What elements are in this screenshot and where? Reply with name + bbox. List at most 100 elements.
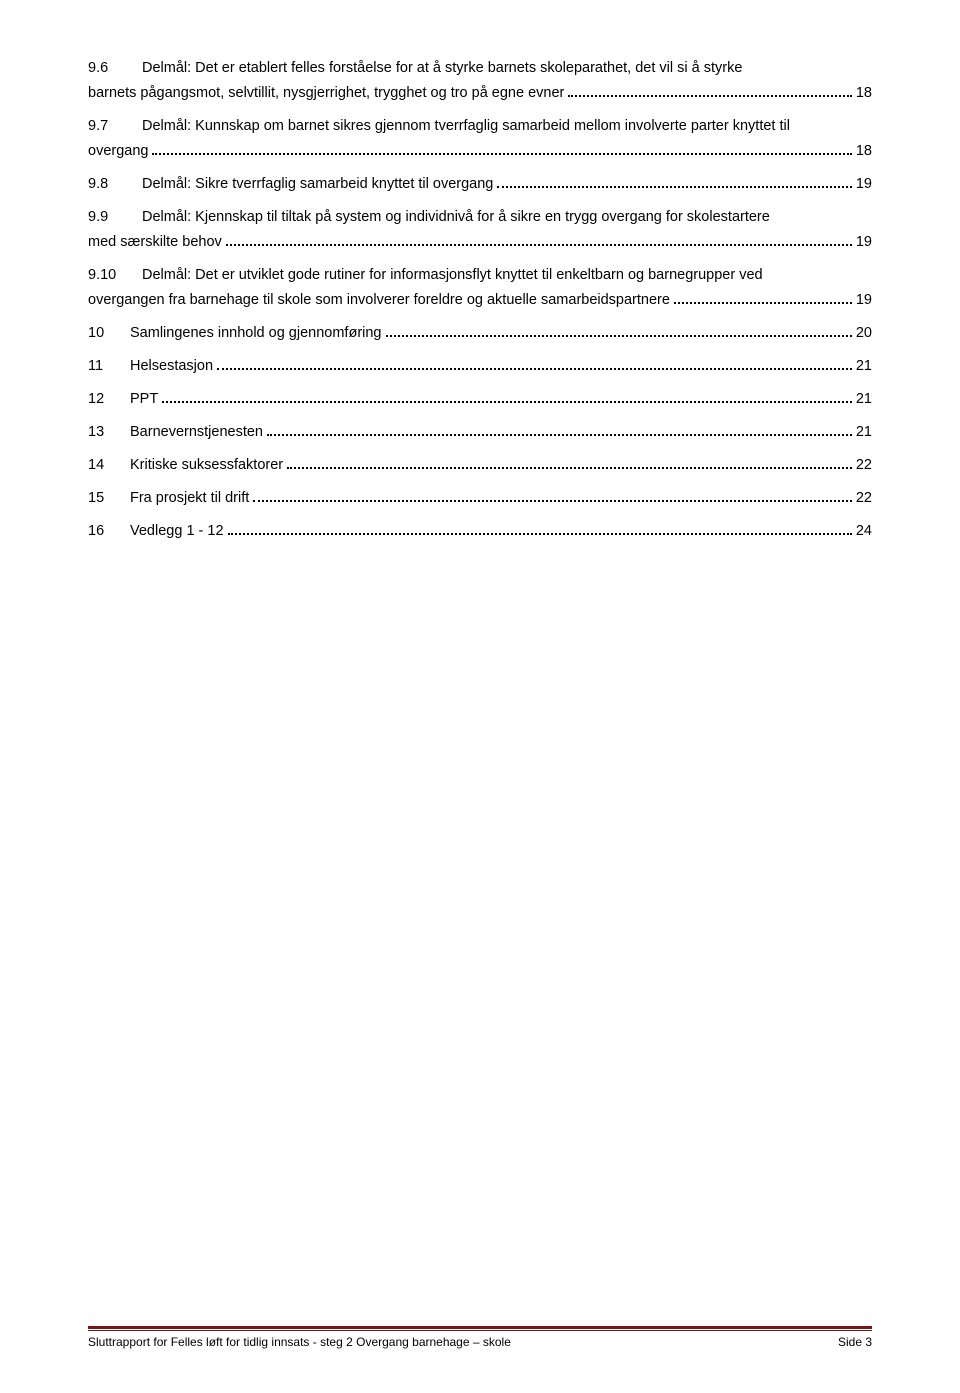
toc-number: 14 xyxy=(88,455,130,476)
toc-leader-dots xyxy=(152,153,851,155)
toc-leader-dots xyxy=(386,335,852,337)
toc-text: Delmål: Det er utviklet gode rutiner for… xyxy=(142,265,763,286)
toc-entry: 15Fra prosjekt til drift 22 xyxy=(88,488,872,509)
toc-page-number: 21 xyxy=(856,422,872,443)
toc-entry: 10Samlingenes innhold og gjennomføring 20 xyxy=(88,323,872,344)
toc-entry: 9.9Delmål: Kjennskap til tiltak på syste… xyxy=(88,207,872,228)
toc-page-number: 24 xyxy=(856,521,872,542)
footer-rule-thick: Sluttrapport for Felles løft for tidlig … xyxy=(88,1326,872,1349)
toc-page-number: 19 xyxy=(856,174,872,195)
footer-rule-thin: Sluttrapport for Felles løft for tidlig … xyxy=(88,1330,872,1349)
toc-number: 9.8 xyxy=(88,174,142,195)
toc-page-number: 21 xyxy=(856,356,872,377)
toc-text-block: Kritiske suksessfaktorer 22 xyxy=(130,455,872,476)
toc-entry: 9.8Delmål: Sikre tverrfaglig samarbeid k… xyxy=(88,174,872,195)
toc-text-line: Delmål: Kunnskap om barnet sikres gjenno… xyxy=(142,116,872,137)
toc-page-number: 22 xyxy=(856,488,872,509)
toc-text-block: Fra prosjekt til drift 22 xyxy=(130,488,872,509)
toc-text: Delmål: Det er etablert felles forståels… xyxy=(142,58,742,79)
toc-leader-dots xyxy=(674,302,852,304)
toc-entry-continuation: med særskilte behov 19 xyxy=(88,232,872,253)
toc-text-line: Delmål: Det er utviklet gode rutiner for… xyxy=(142,265,872,286)
toc-text: overgangen fra barnehage til skole som i… xyxy=(88,290,670,311)
toc-leader-dots xyxy=(228,533,852,535)
toc-number: 11 xyxy=(88,356,130,377)
toc-entry: 11Helsestasjon 21 xyxy=(88,356,872,377)
toc-last-line: Samlingenes innhold og gjennomføring 20 xyxy=(130,323,872,344)
toc-entry-continuation: barnets pågangsmot, selvtillit, nysgjerr… xyxy=(88,83,872,104)
toc-number: 15 xyxy=(88,488,130,509)
toc-last-line: overgang 18 xyxy=(88,141,872,162)
toc-last-line: med særskilte behov 19 xyxy=(88,232,872,253)
toc-text-block: Delmål: Kunnskap om barnet sikres gjenno… xyxy=(142,116,872,137)
toc-entry: 13Barnevernstjenesten 21 xyxy=(88,422,872,443)
footer-left-text: Sluttrapport for Felles løft for tidlig … xyxy=(88,1335,511,1349)
toc-last-line: Fra prosjekt til drift 22 xyxy=(130,488,872,509)
footer-row: Sluttrapport for Felles løft for tidlig … xyxy=(88,1335,872,1349)
toc-last-line: Kritiske suksessfaktorer 22 xyxy=(130,455,872,476)
toc-entry-continuation: overgang 18 xyxy=(88,141,872,162)
toc-text-block: Samlingenes innhold og gjennomføring 20 xyxy=(130,323,872,344)
toc-text-block: Delmål: Det er etablert felles forståels… xyxy=(142,58,872,79)
toc-number: 16 xyxy=(88,521,130,542)
toc-leader-dots xyxy=(568,95,852,97)
page-footer: Sluttrapport for Felles løft for tidlig … xyxy=(88,1326,872,1349)
toc-page-number: 18 xyxy=(856,141,872,162)
toc-entry: 14Kritiske suksessfaktorer 22 xyxy=(88,455,872,476)
toc-page-number: 20 xyxy=(856,323,872,344)
toc-page-number: 21 xyxy=(856,389,872,410)
toc-text: med særskilte behov xyxy=(88,232,222,253)
toc-text: overgang xyxy=(88,141,148,162)
toc-entry: 12PPT 21 xyxy=(88,389,872,410)
toc-leader-dots xyxy=(267,434,852,436)
toc-number: 13 xyxy=(88,422,130,443)
toc-text: Helsestasjon xyxy=(130,356,213,377)
toc-text-line: Delmål: Kjennskap til tiltak på system o… xyxy=(142,207,872,228)
toc-number: 12 xyxy=(88,389,130,410)
toc-leader-dots xyxy=(217,368,852,370)
toc-leader-dots xyxy=(162,401,852,403)
toc-text: PPT xyxy=(130,389,158,410)
page-content: 9.6Delmål: Det er etablert felles forstå… xyxy=(0,0,960,542)
toc-text: Vedlegg 1 - 12 xyxy=(130,521,224,542)
toc-text: Kritiske suksessfaktorer xyxy=(130,455,283,476)
toc-text-block: Helsestasjon 21 xyxy=(130,356,872,377)
toc-text-block: Vedlegg 1 - 12 24 xyxy=(130,521,872,542)
toc-last-line: overgangen fra barnehage til skole som i… xyxy=(88,290,872,311)
toc-text: barnets pågangsmot, selvtillit, nysgjerr… xyxy=(88,83,564,104)
toc-last-line: PPT 21 xyxy=(130,389,872,410)
toc-text-block: Delmål: Sikre tverrfaglig samarbeid knyt… xyxy=(142,174,872,195)
toc-leader-dots xyxy=(497,186,851,188)
toc-last-line: Vedlegg 1 - 12 24 xyxy=(130,521,872,542)
toc-text-block: Barnevernstjenesten 21 xyxy=(130,422,872,443)
toc-number: 9.7 xyxy=(88,116,142,137)
toc-entry: 9.10Delmål: Det er utviklet gode rutiner… xyxy=(88,265,872,286)
toc-text: Samlingenes innhold og gjennomføring xyxy=(130,323,382,344)
toc-leader-dots xyxy=(253,500,852,502)
toc-page-number: 22 xyxy=(856,455,872,476)
toc-number: 9.6 xyxy=(88,58,142,79)
toc-text: Delmål: Kjennskap til tiltak på system o… xyxy=(142,207,770,228)
toc-entry: 9.7Delmål: Kunnskap om barnet sikres gje… xyxy=(88,116,872,137)
footer-right-text: Side 3 xyxy=(838,1335,872,1349)
toc-leader-dots xyxy=(287,467,852,469)
toc-last-line: Delmål: Sikre tverrfaglig samarbeid knyt… xyxy=(142,174,872,195)
toc-text: Fra prosjekt til drift xyxy=(130,488,249,509)
toc-text: Barnevernstjenesten xyxy=(130,422,263,443)
toc-number: 9.10 xyxy=(88,265,142,286)
toc-entry: 16Vedlegg 1 - 12 24 xyxy=(88,521,872,542)
toc-text-block: PPT 21 xyxy=(130,389,872,410)
toc-text-block: Delmål: Kjennskap til tiltak på system o… xyxy=(142,207,872,228)
toc-leader-dots xyxy=(226,244,852,246)
toc-last-line: Helsestasjon 21 xyxy=(130,356,872,377)
toc-page-number: 19 xyxy=(856,232,872,253)
toc-text: Delmål: Sikre tverrfaglig samarbeid knyt… xyxy=(142,174,493,195)
toc-last-line: barnets pågangsmot, selvtillit, nysgjerr… xyxy=(88,83,872,104)
toc-number: 10 xyxy=(88,323,130,344)
toc-text-block: Delmål: Det er utviklet gode rutiner for… xyxy=(142,265,872,286)
toc-entry-continuation: overgangen fra barnehage til skole som i… xyxy=(88,290,872,311)
toc-text-line: Delmål: Det er etablert felles forståels… xyxy=(142,58,872,79)
toc-page-number: 19 xyxy=(856,290,872,311)
toc-page-number: 18 xyxy=(856,83,872,104)
toc-text: Delmål: Kunnskap om barnet sikres gjenno… xyxy=(142,116,790,137)
